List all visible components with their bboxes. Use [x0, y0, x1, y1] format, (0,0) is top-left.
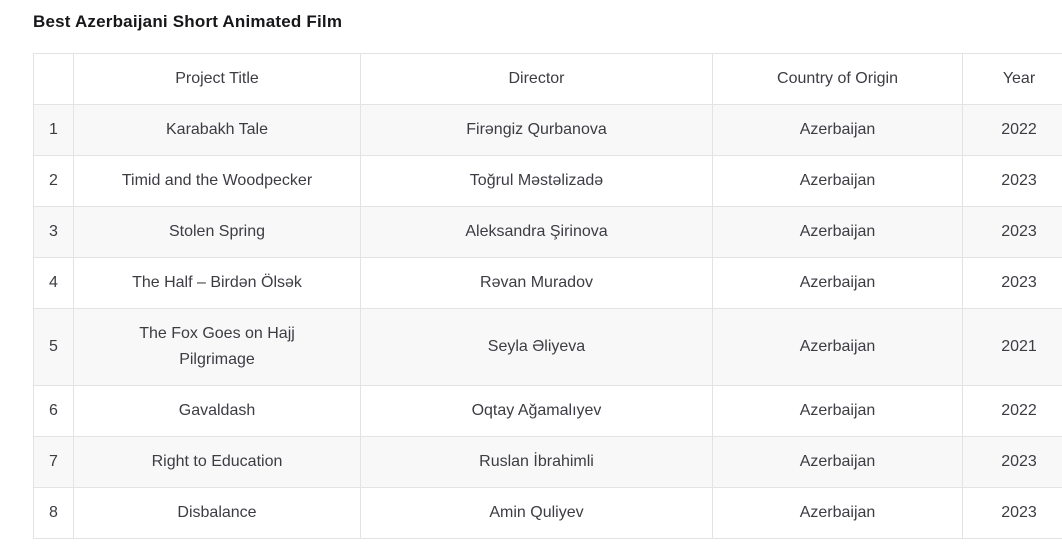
cell-director: Aleksandra Şirinova [360, 206, 713, 258]
header-cell-project-title: Project Title [73, 53, 361, 105]
cell-country: Azerbaijan [712, 436, 963, 488]
cell-country: Azerbaijan [712, 487, 963, 539]
cell-project-title: Stolen Spring [73, 206, 361, 258]
cell-year: 2022 [962, 385, 1062, 437]
table-row: 3 Stolen Spring Aleksandra Şirinova Azer… [33, 206, 1062, 258]
cell-project-title: Gavaldash [73, 385, 361, 437]
cell-director: Rəvan Muradov [360, 257, 713, 309]
awards-table-container: Project Title Director Country of Origin… [33, 53, 1062, 539]
cell-country: Azerbaijan [712, 155, 963, 207]
cell-year: 2021 [962, 308, 1062, 386]
cell-row-number: 5 [33, 308, 74, 386]
cell-year: 2023 [962, 206, 1062, 258]
table-row: 2 Timid and the Woodpecker Toğrul Məstəl… [33, 155, 1062, 207]
cell-row-number: 2 [33, 155, 74, 207]
cell-year: 2023 [962, 487, 1062, 539]
header-cell-year: Year [962, 53, 1062, 105]
table-header: Project Title Director Country of Origin… [33, 53, 1062, 105]
cell-director: Firəngiz Qurbanova [360, 104, 713, 156]
cell-row-number: 8 [33, 487, 74, 539]
cell-row-number: 7 [33, 436, 74, 488]
cell-row-number: 4 [33, 257, 74, 309]
table-body: 1 Karabakh Tale Firəngiz Qurbanova Azerb… [33, 104, 1062, 539]
cell-project-title: Disbalance [73, 487, 361, 539]
table-row: 7 Right to Education Ruslan İbrahimli Az… [33, 436, 1062, 488]
cell-project-title: The Half – Birdən Ölsək [73, 257, 361, 309]
cell-year: 2022 [962, 104, 1062, 156]
header-cell-number [33, 53, 74, 105]
header-cell-country: Country of Origin [712, 53, 963, 105]
cell-country: Azerbaijan [712, 308, 963, 386]
cell-director: Amin Quliyev [360, 487, 713, 539]
cell-row-number: 1 [33, 104, 74, 156]
table-row: 1 Karabakh Tale Firəngiz Qurbanova Azerb… [33, 104, 1062, 156]
cell-director: Toğrul Məstəlizadə [360, 155, 713, 207]
cell-year: 2023 [962, 155, 1062, 207]
cell-project-title: Karabakh Tale [73, 104, 361, 156]
cell-year: 2023 [962, 257, 1062, 309]
cell-country: Azerbaijan [712, 257, 963, 309]
cell-country: Azerbaijan [712, 206, 963, 258]
cell-country: Azerbaijan [712, 385, 963, 437]
cell-row-number: 3 [33, 206, 74, 258]
header-row: Project Title Director Country of Origin… [33, 53, 1062, 105]
table-row: 4 The Half – Birdən Ölsək Rəvan Muradov … [33, 257, 1062, 309]
cell-year: 2023 [962, 436, 1062, 488]
awards-table: Project Title Director Country of Origin… [33, 53, 1062, 539]
table-row: 8 Disbalance Amin Quliyev Azerbaijan 202… [33, 487, 1062, 539]
cell-project-title: Timid and the Woodpecker [73, 155, 361, 207]
cell-country: Azerbaijan [712, 104, 963, 156]
cell-director: Ruslan İbrahimli [360, 436, 713, 488]
page-title: Best Azerbaijani Short Animated Film [33, 12, 343, 31]
cell-director: Oqtay Ağamalıyev [360, 385, 713, 437]
header-cell-director: Director [360, 53, 713, 105]
cell-row-number: 6 [33, 385, 74, 437]
table-row: 6 Gavaldash Oqtay Ağamalıyev Azerbaijan … [33, 385, 1062, 437]
cell-director: Seyla Əliyeva [360, 308, 713, 386]
table-row: 5 The Fox Goes on Hajj Pilgrimage Seyla … [33, 308, 1062, 386]
cell-project-title: The Fox Goes on Hajj Pilgrimage [73, 308, 361, 386]
cell-project-title: Right to Education [73, 436, 361, 488]
